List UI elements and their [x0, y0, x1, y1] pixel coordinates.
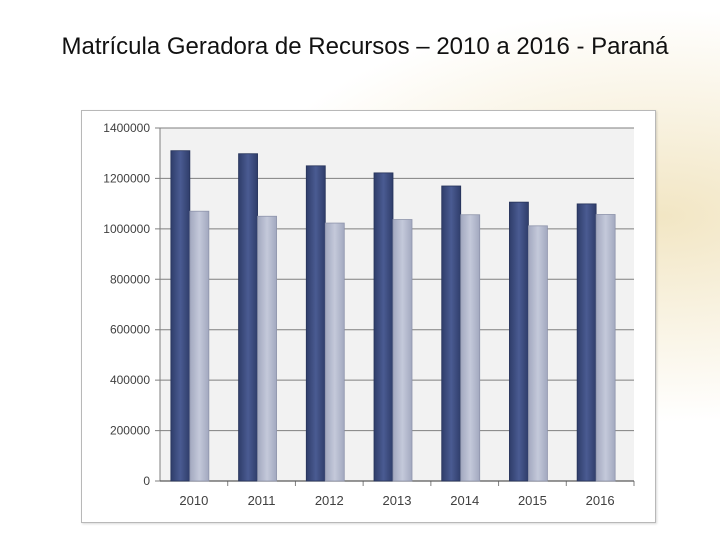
x-tick-label: 2016: [586, 493, 615, 508]
y-tick-label: 1400000: [103, 121, 150, 135]
bar: [460, 214, 481, 482]
y-tick-label: 0: [143, 474, 150, 488]
x-tick-label: 2010: [179, 493, 208, 508]
bar: [257, 215, 277, 482]
bar: [189, 210, 210, 482]
bars: [170, 150, 616, 482]
x-tick-label: 2015: [518, 493, 547, 508]
bar: [441, 185, 462, 482]
y-tick-label: 600000: [110, 323, 150, 337]
bar: [509, 201, 529, 482]
x-tick-label: 2013: [383, 493, 412, 508]
x-tick-label: 2011: [248, 493, 276, 508]
y-tick-label: 1200000: [103, 171, 150, 185]
page-title: Matrícula Geradora de Recursos – 2010 a …: [61, 33, 669, 60]
x-tick-label: 2012: [315, 493, 344, 508]
bar: [576, 203, 597, 482]
bar: [595, 214, 616, 482]
bar: [305, 165, 326, 482]
tick-labels: 0 200000 400000 600000 800000 1000000 1200000 1…: [103, 121, 614, 508]
y-tick-label: 1000000: [103, 222, 150, 236]
y-tick-label: 800000: [110, 272, 150, 286]
y-tick-label: 400000: [110, 373, 150, 387]
bar: [373, 172, 394, 482]
bar: [528, 225, 548, 482]
x-tick-label: 2014: [450, 493, 479, 508]
bar: [238, 153, 258, 482]
bar: [392, 219, 413, 482]
bar: [324, 222, 345, 482]
y-tick-label: 200000: [110, 424, 150, 438]
bar: [170, 150, 191, 482]
